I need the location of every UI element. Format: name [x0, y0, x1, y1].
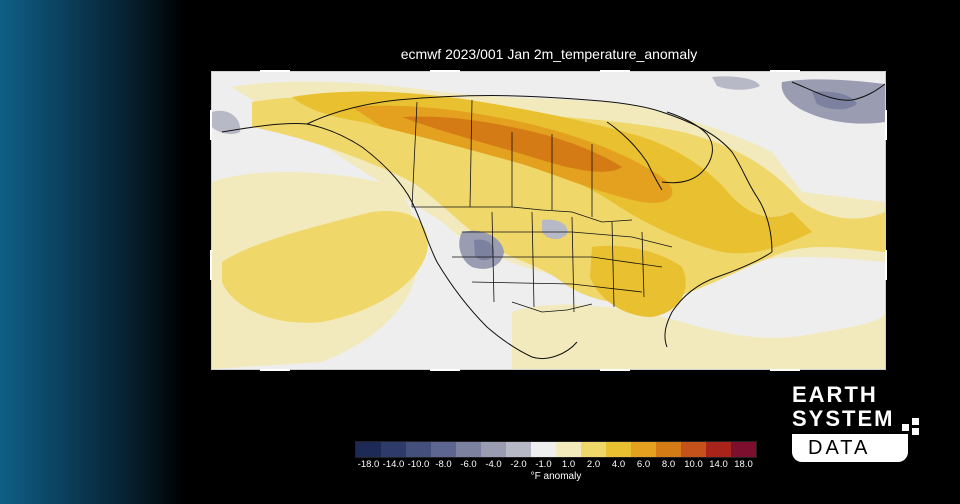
alaska-cool-anomaly	[212, 110, 241, 135]
political-borders	[411, 99, 673, 313]
colorbar-swatch	[731, 442, 756, 457]
southern-pale-anomaly	[512, 304, 885, 369]
colorbar-tick-label: 10.0	[684, 459, 703, 470]
colorbar-tick-label: -6.0	[460, 459, 477, 470]
colorbar-tick-label: -14.0	[382, 459, 405, 470]
colorbar-tick-label: 1.0	[561, 459, 576, 470]
colorbar-tick-label: 6.0	[636, 459, 651, 470]
colorbar-swatch	[506, 442, 531, 457]
logo-word-system: SYSTEM	[792, 406, 895, 431]
colorbar-tick-label: -4.0	[485, 459, 502, 470]
anomaly-map-canvas	[212, 72, 885, 369]
colorbar-swatch	[431, 442, 456, 457]
colorbar-swatch	[681, 442, 706, 457]
frame-tick	[260, 369, 290, 371]
colorbar-tick-label: 8.0	[661, 459, 676, 470]
frame-tick	[885, 250, 887, 280]
colorbar-tick-label: -1.0	[535, 459, 552, 470]
colorbar-tick-label: -10.0	[407, 459, 430, 470]
frame-tick	[600, 369, 630, 371]
logo-pixel	[912, 428, 919, 435]
anomaly-map	[211, 71, 886, 370]
colorbar-tick-label: -18.0	[357, 459, 380, 470]
frame-tick	[430, 70, 460, 72]
logo-word-earth: EARTH	[792, 382, 878, 407]
colorbar-swatch	[356, 442, 381, 457]
greenland-cold-core	[812, 91, 857, 110]
colorbar-swatch	[706, 442, 731, 457]
colorbar-tick-label: -2.0	[510, 459, 527, 470]
colorbar-swatch	[456, 442, 481, 457]
pacific-warm-anomaly	[222, 211, 428, 323]
earth-system-data-logo: EARTH SYSTEM DATA	[790, 384, 930, 466]
colorbar-tick-label: 18.0	[734, 459, 753, 470]
colorbar-swatch	[406, 442, 431, 457]
colorbar-tick-label: -8.0	[435, 459, 452, 470]
colorbar-labels: -18.0 -14.0 -10.0 -8.0 -6.0 -4.0 -2.0 -1.0 1.0 2.…	[356, 459, 756, 471]
colorbar-tick-label: 14.0	[709, 459, 728, 470]
coastlines	[221, 81, 885, 359]
colorbar-unit-label: °F anomaly	[530, 471, 582, 482]
logo-pixel	[902, 424, 909, 431]
colorbar-swatch	[556, 442, 581, 457]
colorbar-swatch	[631, 442, 656, 457]
colorbar-swatch	[656, 442, 681, 457]
logo-pixel	[912, 418, 919, 425]
colorbar-tick-label: 2.0	[586, 459, 601, 470]
plains-cool-anomaly	[542, 219, 568, 240]
logo-data-box: DATA	[792, 434, 908, 462]
logo-word-data: DATA	[808, 437, 871, 459]
colorbar-swatch	[481, 442, 506, 457]
map-title: ecmwf 2023/001 Jan 2m_temperature_anomal…	[400, 46, 698, 62]
colorbar-tick-label: 4.0	[611, 459, 626, 470]
side-gradient-panel	[0, 0, 185, 504]
colorbar-swatch	[381, 442, 406, 457]
frame-tick	[430, 369, 460, 371]
colorbar-swatch	[606, 442, 631, 457]
frame-tick	[210, 110, 212, 140]
frame-tick	[885, 110, 887, 140]
colorbar-swatch	[581, 442, 606, 457]
arctic-cool-anomaly	[712, 76, 760, 90]
frame-tick	[770, 369, 800, 371]
west-us-cold-core	[474, 239, 495, 261]
frame-tick	[260, 70, 290, 72]
frame-tick	[600, 70, 630, 72]
colorbar	[355, 441, 757, 458]
frame-tick	[210, 250, 212, 280]
colorbar-swatch	[531, 442, 556, 457]
frame-tick	[770, 70, 800, 72]
